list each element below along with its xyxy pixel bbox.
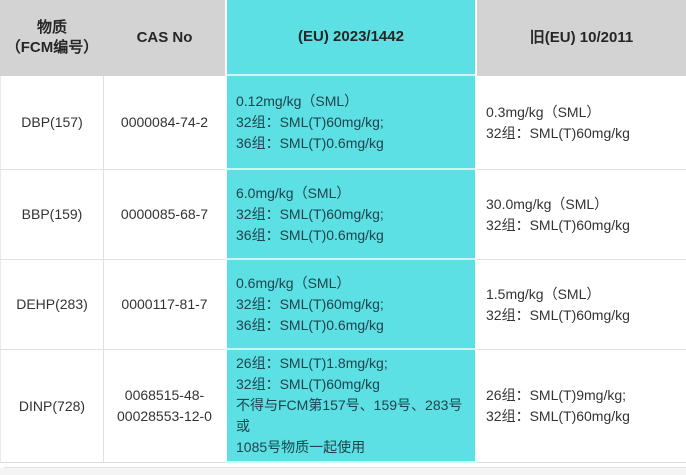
header-cas-no: CAS No	[104, 0, 225, 76]
page-background-strip	[0, 468, 686, 475]
row-dinp-substance: DINP(728)	[0, 350, 104, 463]
row-bbp-new-regulation-limit: 6.0mg/kg（SML） 32组：SML(T)60mg/kg; 36组：SML…	[225, 170, 477, 260]
row-dinp-old-regulation-limit: 26组：SML(T)9mg/kg; 32组：SML(T)60mg/kg	[477, 350, 686, 463]
row-dehp-old-regulation-limit: 1.5mg/kg（SML） 32组：SML(T)60mg/kg	[477, 260, 686, 350]
row-dehp-new-regulation-limit: 0.6mg/kg（SML） 32组：SML(T)60mg/kg; 36组：SML…	[225, 260, 477, 350]
row-dinp-new-regulation-limit: 26组：SML(T)1.8mg/kg; 32组：SML(T)60mg/kg 不得…	[225, 350, 477, 463]
row-dbp-new-regulation-limit: 0.12mg/kg（SML） 32组：SML(T)60mg/kg; 36组：SM…	[225, 76, 477, 170]
bottom-strip	[0, 463, 686, 475]
header-eu-2023-1442: (EU) 2023/1442	[225, 0, 477, 76]
row-bbp-substance: BBP(159)	[0, 170, 104, 260]
row-dbp-cas: 0000084-74-2	[104, 76, 225, 170]
row-dbp-old-regulation-limit: 0.3mg/kg（SML） 32组：SML(T)60mg/kg	[477, 76, 686, 170]
regulation-comparison-table: 物质 （FCM编号） CAS No (EU) 2023/1442 旧(EU) 1…	[0, 0, 686, 463]
bottom-divider-line	[4, 467, 686, 468]
header-substance-fcm: 物质 （FCM编号）	[0, 0, 104, 76]
row-dehp-cas: 0000117-81-7	[104, 260, 225, 350]
row-bbp-old-regulation-limit: 30.0mg/kg（SML） 32组：SML(T)60mg/kg	[477, 170, 686, 260]
row-dehp-substance: DEHP(283)	[0, 260, 104, 350]
row-bbp-cas: 0000085-68-7	[104, 170, 225, 260]
row-dbp-substance: DBP(157)	[0, 76, 104, 170]
row-dinp-cas: 0068515-48- 00028553-12-0	[104, 350, 225, 463]
header-old-eu-10-2011: 旧(EU) 10/2011	[477, 0, 686, 76]
